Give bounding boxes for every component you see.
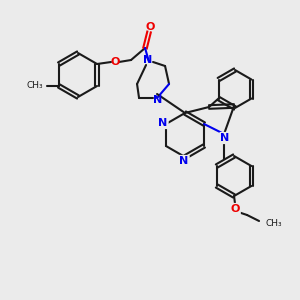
Text: O: O — [110, 57, 120, 67]
Text: N: N — [158, 118, 168, 128]
Text: N: N — [153, 95, 163, 105]
Text: N: N — [143, 55, 153, 65]
Text: N: N — [220, 133, 230, 143]
Text: CH₃: CH₃ — [26, 82, 43, 91]
Text: O: O — [146, 22, 155, 32]
Text: N: N — [179, 156, 189, 166]
Text: O: O — [230, 204, 240, 214]
Text: CH₃: CH₃ — [265, 218, 282, 227]
